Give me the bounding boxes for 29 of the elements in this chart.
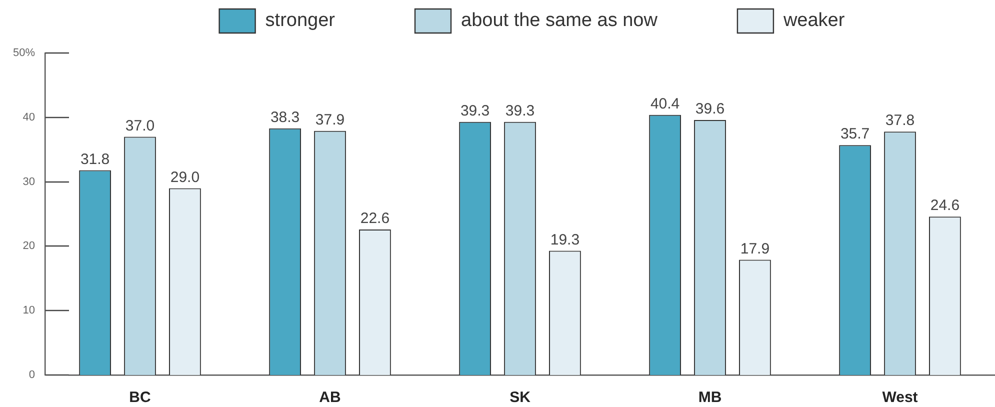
data-label: 37.0 — [125, 117, 155, 134]
data-label: 37.9 — [315, 112, 345, 129]
data-label: 31.8 — [80, 150, 110, 168]
y-tick-label: 0 — [28, 369, 35, 382]
x-tick-label: AB — [319, 389, 341, 406]
legend-label: weaker — [782, 10, 846, 32]
x-tick-label: West — [882, 389, 918, 406]
data-label: 39.3 — [505, 102, 535, 120]
data-label: 40.4 — [650, 95, 680, 112]
data-label: 17.9 — [740, 240, 770, 258]
data-label: 24.6 — [930, 197, 960, 214]
legend-label: about the same as now — [460, 10, 658, 32]
x-tick-label: MB — [698, 389, 722, 406]
y-tick-label: 10 — [22, 304, 35, 317]
y-tick-label: 40 — [22, 111, 35, 124]
data-label: 37.8 — [885, 112, 915, 130]
legend-label: stronger — [265, 10, 336, 32]
y-tick-label: 20 — [22, 240, 35, 252]
data-label: 39.3 — [460, 102, 490, 120]
y-tick-label: 50% — [12, 47, 36, 60]
data-label: 29.0 — [170, 168, 200, 186]
x-tick-label: SK — [510, 389, 531, 406]
y-tick-label: 30 — [22, 176, 35, 188]
data-label: 19.3 — [550, 231, 580, 248]
data-label: 35.7 — [840, 126, 870, 143]
data-label: 38.3 — [270, 108, 300, 126]
x-tick-label: BC — [129, 389, 151, 406]
data-label: 39.6 — [695, 100, 725, 118]
data-label: 22.6 — [360, 210, 390, 228]
